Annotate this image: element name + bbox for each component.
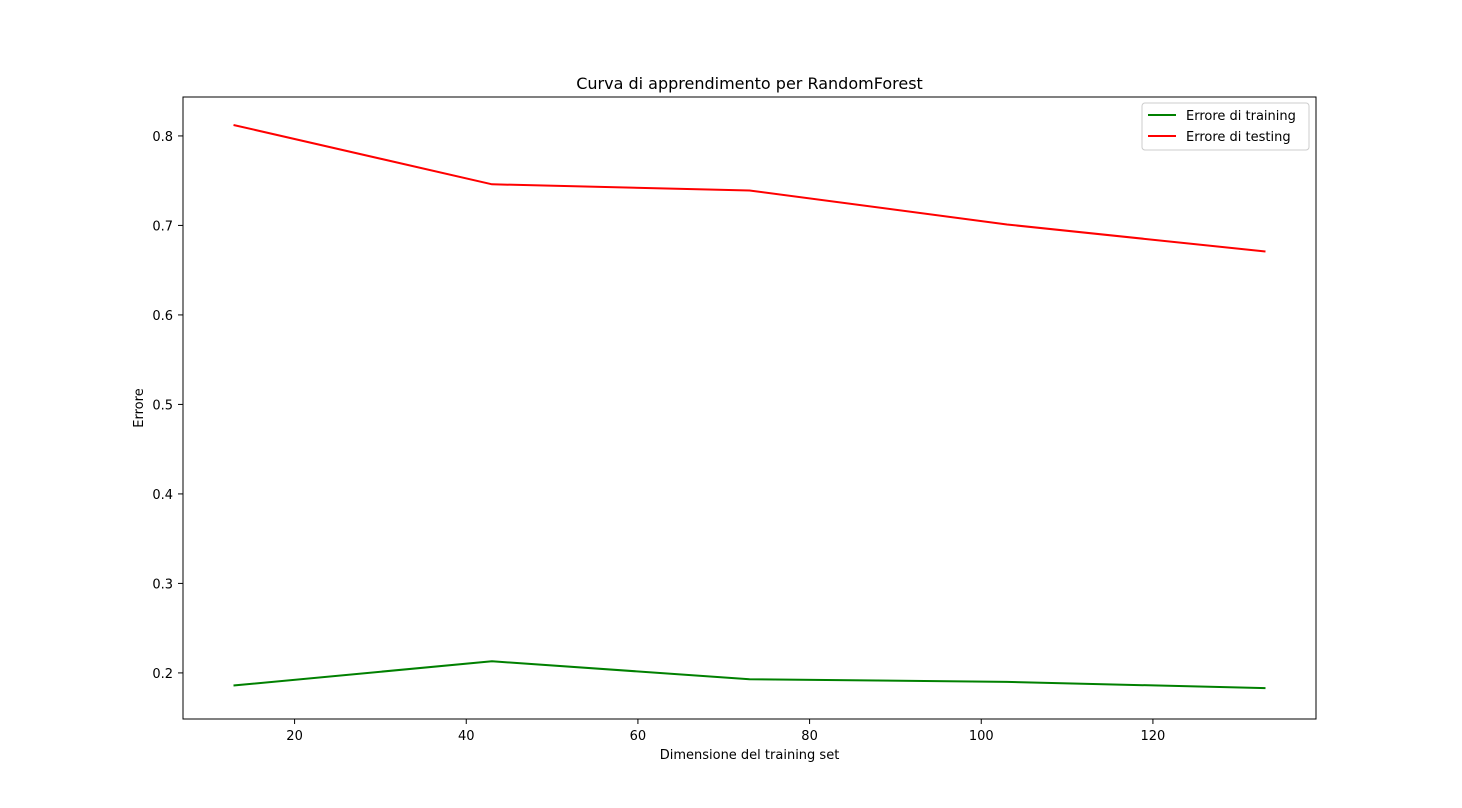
series-line-0 [233,660,1266,690]
y-axis: 0.2 0.3 0.4 0.5 0.6 0.7 0.8 [152,130,183,682]
y-tick-label-6: 0.8 [152,130,173,145]
x-axis-label: Dimensione del training set [660,748,840,763]
y-tick-label-1: 0.3 [152,577,173,592]
legend-box [1141,102,1310,151]
x-tick-label-1: 40 [458,729,475,744]
y-tick-label-2: 0.4 [152,488,173,503]
y-tick-label-4: 0.6 [152,309,173,324]
legend-label-0: Errore di training [1186,109,1296,124]
legend-label-1: Errore di testing [1186,130,1291,145]
y-axis-label: Errore [132,388,147,427]
x-tick-label-0: 20 [286,729,303,744]
chart-title: Curva di apprendimento per RandomForest [576,74,923,93]
plot-area [182,96,1317,720]
series-line-1 [233,124,1266,253]
y-tick-label-5: 0.7 [152,219,173,234]
x-tick-label-3: 80 [801,729,818,744]
plot-frame [182,96,1317,720]
x-tick-label-4: 100 [969,729,994,744]
legend: Errore di training Errore di testing [1141,102,1310,151]
x-tick-label-5: 120 [1141,729,1166,744]
x-axis: 20 40 60 80 100 120 [286,719,1165,744]
y-tick-label-0: 0.2 [152,667,173,682]
x-tick-label-2: 60 [630,729,647,744]
y-tick-label-3: 0.5 [152,398,173,413]
